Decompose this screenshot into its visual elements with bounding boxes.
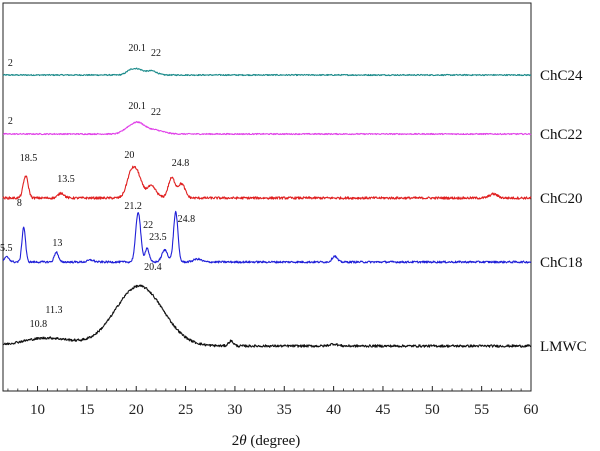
peak-label: 18.5 <box>20 153 38 164</box>
peak-label: 20 <box>124 150 134 161</box>
peak-label: 8 <box>17 198 22 209</box>
x-tick-label: 10 <box>30 402 45 418</box>
series-label-chc24: ChC24 <box>540 68 583 84</box>
peak-label: 24.8 <box>178 214 196 225</box>
x-tick-label: 50 <box>425 402 440 418</box>
x-tick-label: 20 <box>129 402 144 418</box>
series-label-lmwc: LMWC <box>540 339 587 355</box>
series-line-chc18 <box>2 210 532 264</box>
x-tick-label: 40 <box>326 402 341 418</box>
x-tick-label: 55 <box>474 402 489 418</box>
series-layer <box>2 67 532 348</box>
series-label-chc22: ChC22 <box>540 127 583 143</box>
peak-label: 10.8 <box>30 319 48 330</box>
x-tick-label: 30 <box>227 402 242 418</box>
x-tick-label: 25 <box>178 402 193 418</box>
series-line-chc20 <box>2 165 532 200</box>
peak-label: 13 <box>52 238 62 249</box>
x-tick-label: 45 <box>375 402 390 418</box>
peak-label: 23.5 <box>149 232 167 243</box>
series-label-layer: ChC24 ChC22 ChC20 ChC18 LMWC <box>540 68 587 355</box>
x-axis-title: 2θ (degree) <box>232 433 301 449</box>
peak-label: 24.8 <box>172 158 190 169</box>
peak-label: 22 <box>151 48 161 59</box>
x-axis-ticks: 10 15 20 25 30 35 40 45 50 55 60 <box>7 386 539 418</box>
x-tick-label: 60 <box>524 402 539 418</box>
x-tick-label: 35 <box>277 402 292 418</box>
peak-label: 20.1 <box>128 101 146 112</box>
peak-label: 22 <box>143 220 153 231</box>
peak-label: 21.2 <box>124 201 142 212</box>
series-label-chc20: ChC20 <box>540 191 583 207</box>
annotation-layer: 220.1 22220.12218.513.52024.85.581321.222… <box>0 43 195 330</box>
peak-label: 2 <box>8 58 13 69</box>
peak-label: 2 <box>8 116 13 127</box>
peak-label: 20.4 <box>144 262 162 273</box>
series-line-lmwc <box>2 284 532 348</box>
series-line-chc24 <box>2 67 532 77</box>
peak-label: 5.5 <box>0 243 13 254</box>
peak-label: 20.1 <box>128 43 146 54</box>
peak-label: 11.3 <box>45 305 62 316</box>
series-label-chc18: ChC18 <box>540 255 583 271</box>
peak-label: 22 <box>151 107 161 118</box>
x-tick-label: 15 <box>79 402 94 418</box>
peak-label: 13.5 <box>57 174 75 185</box>
series-line-chc22 <box>2 120 532 136</box>
